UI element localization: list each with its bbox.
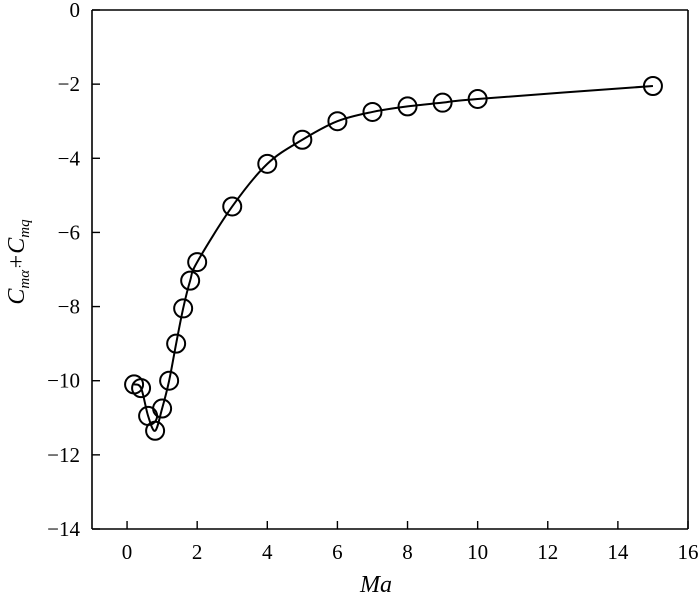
y-tick-label-3: −6 — [58, 220, 80, 244]
x-axis-ticks: 0 2 4 6 8 10 12 14 16 — [122, 521, 699, 564]
y-axis-ticks: 0 −2 −4 −6 −8 −10 −12 −14 — [47, 0, 100, 541]
data-point-0-10 — [222, 196, 243, 217]
data-point-0-16 — [432, 92, 453, 113]
data-point-0-15 — [397, 96, 418, 117]
data-point-0-17 — [467, 88, 488, 109]
y-axis-title-sub1: mα̇ — [17, 265, 33, 289]
x-axis-title: Ma — [359, 572, 392, 597]
x-tick-label-2: 4 — [262, 540, 273, 564]
x-tick-label-5: 10 — [467, 540, 488, 564]
data-point-0-4 — [152, 398, 173, 419]
data-point-0-11 — [257, 153, 278, 174]
y-tick-label-0: 0 — [70, 0, 81, 22]
y-axis-title-c1: C — [4, 288, 30, 305]
data-point-0-5 — [159, 370, 180, 391]
data-point-0-18 — [642, 75, 663, 96]
data-point-0-13 — [327, 111, 348, 132]
y-tick-label-4: −8 — [58, 295, 80, 319]
y-tick-label-6: −12 — [47, 443, 80, 467]
data-point-0-7 — [173, 298, 194, 319]
x-tick-label-3: 6 — [332, 540, 343, 564]
data-point-0-12 — [292, 129, 313, 150]
x-tick-label-8: 16 — [678, 540, 699, 564]
y-tick-label-1: −2 — [58, 72, 80, 96]
data-point-0-3 — [145, 420, 166, 441]
x-tick-label-0: 0 — [122, 540, 133, 564]
y-tick-label-5: −10 — [47, 369, 80, 393]
x-tick-label-7: 14 — [607, 540, 629, 564]
y-axis-title-c2: C — [4, 237, 30, 254]
y-tick-label-7: −14 — [47, 517, 80, 541]
x-tick-label-4: 8 — [402, 540, 413, 564]
series-layer — [124, 75, 663, 441]
data-point-0-9 — [187, 252, 208, 273]
y-axis-title-sub2: mq — [17, 219, 33, 238]
data-point-0-8 — [180, 270, 201, 291]
x-tick-label-1: 2 — [192, 540, 203, 564]
y-axis-title-plus: + — [4, 254, 30, 270]
plot-frame — [91, 9, 689, 530]
data-point-0-1 — [131, 378, 152, 399]
y-tick-label-2: −4 — [58, 146, 81, 170]
x-tick-label-6: 12 — [537, 540, 558, 564]
data-point-0-6 — [166, 333, 187, 354]
series-line-0 — [133, 84, 654, 432]
data-point-0-14 — [362, 101, 383, 122]
y-axis-title: Cmα̇+Cmq — [4, 219, 33, 305]
